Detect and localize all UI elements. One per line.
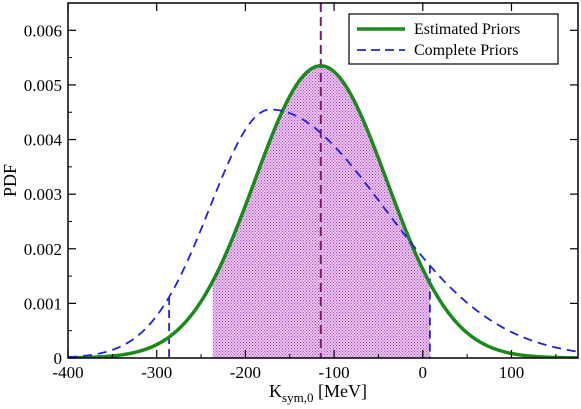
x-tick-label: -400 (52, 363, 83, 382)
x-axis-label-main: K (269, 381, 282, 401)
legend-box (348, 13, 559, 65)
y-tick-label: 0.006 (24, 21, 62, 40)
x-axis-label-sub: sym,0 (282, 390, 313, 405)
plot-frame (67, 2, 579, 359)
y-tick-label: 0.005 (24, 76, 62, 95)
y-tick-label: 0.001 (24, 294, 62, 313)
x-tick-label: -100 (319, 363, 350, 382)
credible-interval-shading (212, 65, 430, 358)
legend: Estimated Priors Complete Priors (348, 13, 559, 65)
x-axis-label-unit: [MeV] (313, 381, 366, 401)
x-tick-label: 0 (419, 363, 428, 382)
x-tick-label: -300 (141, 363, 172, 382)
y-axis-label: PDF (0, 164, 20, 197)
x-tick-label: 100 (499, 363, 525, 382)
legend-label-complete-priors: Complete Priors (414, 42, 518, 59)
y-tick-label: 0.002 (24, 240, 62, 259)
x-axis-label: Ksym,0 [MeV] (269, 381, 367, 405)
y-tick-label: 0.004 (24, 131, 63, 150)
legend-label-estimated-priors: Estimated Priors (414, 21, 520, 38)
series-line-complete-priors (68, 108, 578, 358)
y-tick-label: 0 (54, 349, 63, 368)
x-tick-label: -200 (230, 363, 261, 382)
y-tick-label: 0.003 (24, 185, 62, 204)
series-line-estimated-priors (68, 64, 578, 358)
